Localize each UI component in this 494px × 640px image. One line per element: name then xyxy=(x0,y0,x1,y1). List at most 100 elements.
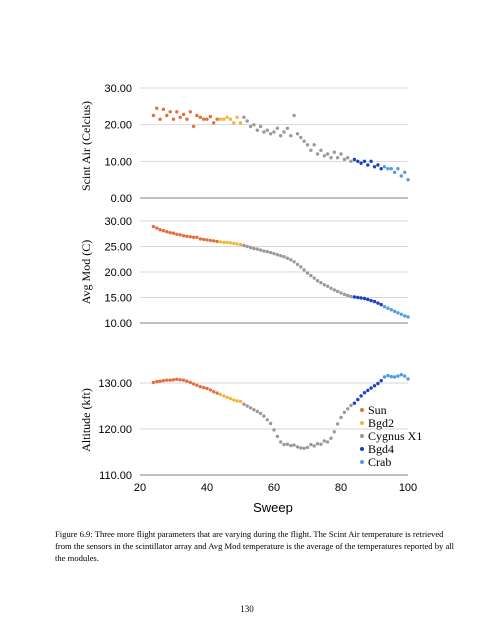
data-point xyxy=(252,408,256,412)
ytick-label: 0.00 xyxy=(111,193,132,205)
data-point xyxy=(386,167,390,171)
data-point xyxy=(225,115,229,120)
data-point xyxy=(372,299,377,304)
data-point xyxy=(198,385,202,389)
data-point xyxy=(362,159,367,163)
data-point xyxy=(222,240,226,245)
scint-air-points xyxy=(151,106,410,182)
data-point xyxy=(185,379,189,383)
data-point xyxy=(399,373,403,377)
data-point xyxy=(248,406,253,410)
altitude-xtick-labels: 20 40 60 80 100 xyxy=(134,482,417,494)
data-point xyxy=(155,226,159,230)
data-point xyxy=(205,117,209,121)
page-number: 130 xyxy=(240,604,254,614)
data-point xyxy=(232,121,236,125)
data-point xyxy=(205,386,209,391)
altitude-panel: 110.00 120.00 130.00 20 40 60 80 100 Altitude … xyxy=(79,373,417,515)
data-point xyxy=(238,242,243,247)
data-point xyxy=(275,126,280,130)
data-point xyxy=(245,119,249,123)
data-point xyxy=(248,245,253,250)
legend-label: Cygnus X1 xyxy=(368,429,422,443)
data-point xyxy=(299,135,303,140)
data-point xyxy=(382,305,387,309)
data-point xyxy=(272,428,276,432)
data-point xyxy=(272,130,276,134)
scint-air-ytick-labels: 0.00 10.00 20.00 30.00 xyxy=(104,83,132,205)
data-point xyxy=(312,276,316,280)
data-point xyxy=(305,143,310,147)
data-point xyxy=(268,421,273,426)
data-point xyxy=(279,134,283,138)
data-point xyxy=(272,251,276,256)
ytick-label: 20.00 xyxy=(104,267,132,279)
data-point xyxy=(262,249,266,253)
data-point xyxy=(332,430,336,434)
data-point xyxy=(252,246,256,251)
data-point xyxy=(242,402,246,406)
data-point xyxy=(232,398,236,402)
legend-marker xyxy=(360,408,364,412)
data-point xyxy=(175,377,179,381)
data-point xyxy=(171,231,176,235)
data-point xyxy=(325,440,330,444)
data-point xyxy=(352,295,357,299)
data-point xyxy=(305,271,310,275)
data-point xyxy=(258,124,263,129)
data-point xyxy=(335,289,340,294)
legend-marker xyxy=(360,421,364,425)
ytick-label: 20.00 xyxy=(104,120,132,132)
data-point xyxy=(352,401,357,405)
data-point xyxy=(185,234,189,238)
data-point xyxy=(349,159,353,163)
data-point xyxy=(302,446,306,450)
data-point xyxy=(346,293,350,298)
data-point xyxy=(362,296,367,301)
data-point xyxy=(403,314,407,318)
data-point xyxy=(366,388,370,393)
data-point xyxy=(205,238,209,242)
data-point xyxy=(158,117,162,121)
data-point xyxy=(178,115,182,120)
data-point xyxy=(212,239,216,243)
data-point xyxy=(302,139,306,143)
data-point xyxy=(315,152,320,156)
xtick-label: 40 xyxy=(201,482,213,494)
data-point xyxy=(372,384,377,388)
altitude-ytick-labels: 110.00 120.00 130.00 xyxy=(98,378,132,482)
data-point xyxy=(175,110,179,114)
altitude-ylabel: Altitude (kft) xyxy=(79,388,93,452)
xtick-label: 20 xyxy=(134,482,146,494)
data-point xyxy=(359,296,363,300)
data-point xyxy=(335,156,340,160)
altitude-points xyxy=(151,373,410,450)
data-point xyxy=(232,241,236,246)
data-point xyxy=(275,253,280,257)
data-point xyxy=(158,379,162,383)
data-point xyxy=(228,241,233,245)
data-point xyxy=(319,148,323,152)
data-point xyxy=(181,112,186,117)
data-point xyxy=(215,117,219,121)
ytick-label: 110.00 xyxy=(99,470,132,482)
data-point xyxy=(171,117,176,121)
data-point xyxy=(202,117,206,121)
data-point xyxy=(171,378,176,382)
data-point xyxy=(332,150,336,154)
data-point xyxy=(168,231,172,235)
data-point xyxy=(322,439,326,443)
data-point xyxy=(289,258,293,262)
data-point xyxy=(188,110,192,114)
data-point xyxy=(245,244,249,249)
data-point xyxy=(289,443,293,448)
data-point xyxy=(295,132,300,136)
data-point xyxy=(295,262,300,267)
scint-air-gridlines xyxy=(140,87,408,199)
data-point xyxy=(248,124,253,129)
data-point xyxy=(165,378,169,382)
data-point xyxy=(188,235,192,239)
data-point xyxy=(195,235,199,239)
